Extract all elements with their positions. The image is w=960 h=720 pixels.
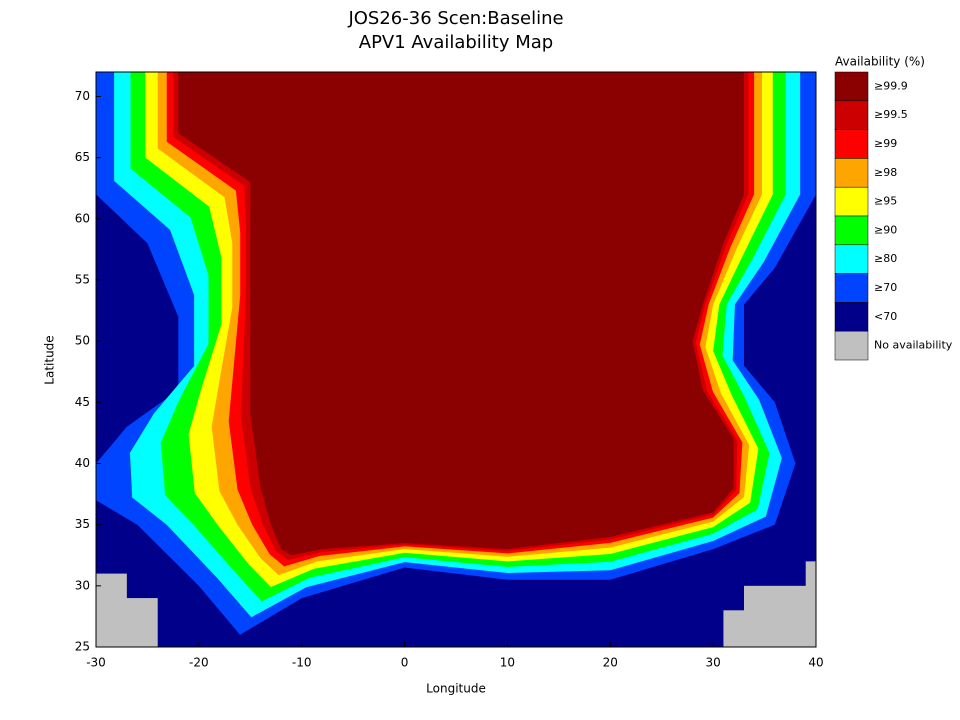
legend-swatch (834, 100, 869, 130)
no-availability-region (116, 610, 148, 647)
x-axis-label: Longitude (426, 682, 486, 696)
x-tick-label: -20 (189, 656, 209, 670)
legend-swatch (834, 244, 869, 274)
no-availability-region (805, 561, 816, 647)
legend-label: No availability (874, 339, 953, 352)
y-tick-label: 70 (75, 89, 90, 103)
y-axis-label: Latitude (43, 335, 57, 384)
x-tick-label: 0 (401, 656, 409, 670)
legend-swatch (834, 71, 869, 102)
legend-swatch (834, 129, 869, 159)
title-line: APV1 Availability Map (359, 32, 553, 53)
x-tick-label: -30 (86, 656, 106, 670)
y-tick-label: 25 (75, 640, 90, 654)
legend-label: ≥70 (874, 281, 897, 294)
legend-title: Availability (%) (835, 55, 925, 69)
legend-label: ≥98 (874, 166, 897, 179)
y-tick-label: 45 (75, 395, 90, 409)
x-tick-label: 30 (706, 656, 721, 670)
x-tick-label: 20 (603, 656, 618, 670)
legend-label: ≥80 (874, 252, 897, 265)
legend-label: ≥99.9 (874, 79, 908, 92)
legend-label: <70 (874, 310, 897, 323)
plot-area: -30 -20 -10 0 10 20 30 40 25 30 35 40 45 50 55 60 65 70 (75, 71, 824, 670)
legend-swatch (834, 186, 869, 217)
y-tick-label: 55 (75, 272, 90, 286)
y-tick-label: 40 (75, 456, 90, 470)
availability-region (178, 72, 745, 556)
legend-label: ≥99 (874, 137, 897, 150)
legend-label: ≥90 (874, 223, 897, 236)
x-tick-label: 10 (500, 656, 515, 670)
legend-swatch (834, 273, 869, 303)
legend-swatch (834, 302, 869, 332)
title-line: JOS26-36 Scen:Baseline (347, 8, 563, 29)
plot-frame (95, 71, 817, 648)
legend-swatch (834, 215, 869, 246)
y-tick-label: 60 (75, 211, 90, 225)
no-availability-region (744, 585, 816, 647)
legend: ≥99.9 ≥99.5 ≥99 ≥98 ≥95 ≥90 ≥80 ≥70 <70 No availa… (834, 71, 953, 361)
x-tick-label: 40 (808, 656, 823, 670)
legend-swatch (834, 158, 869, 188)
y-tick-label: 30 (75, 578, 90, 592)
y-tick-label: 65 (75, 150, 90, 164)
legend-label: ≥99.5 (874, 108, 908, 121)
y-tick-label: 35 (75, 517, 90, 531)
legend-label: ≥95 (874, 195, 897, 208)
x-tick-label: -10 (292, 656, 312, 670)
legend-swatch (834, 330, 869, 361)
y-tick-label: 50 (75, 334, 90, 348)
